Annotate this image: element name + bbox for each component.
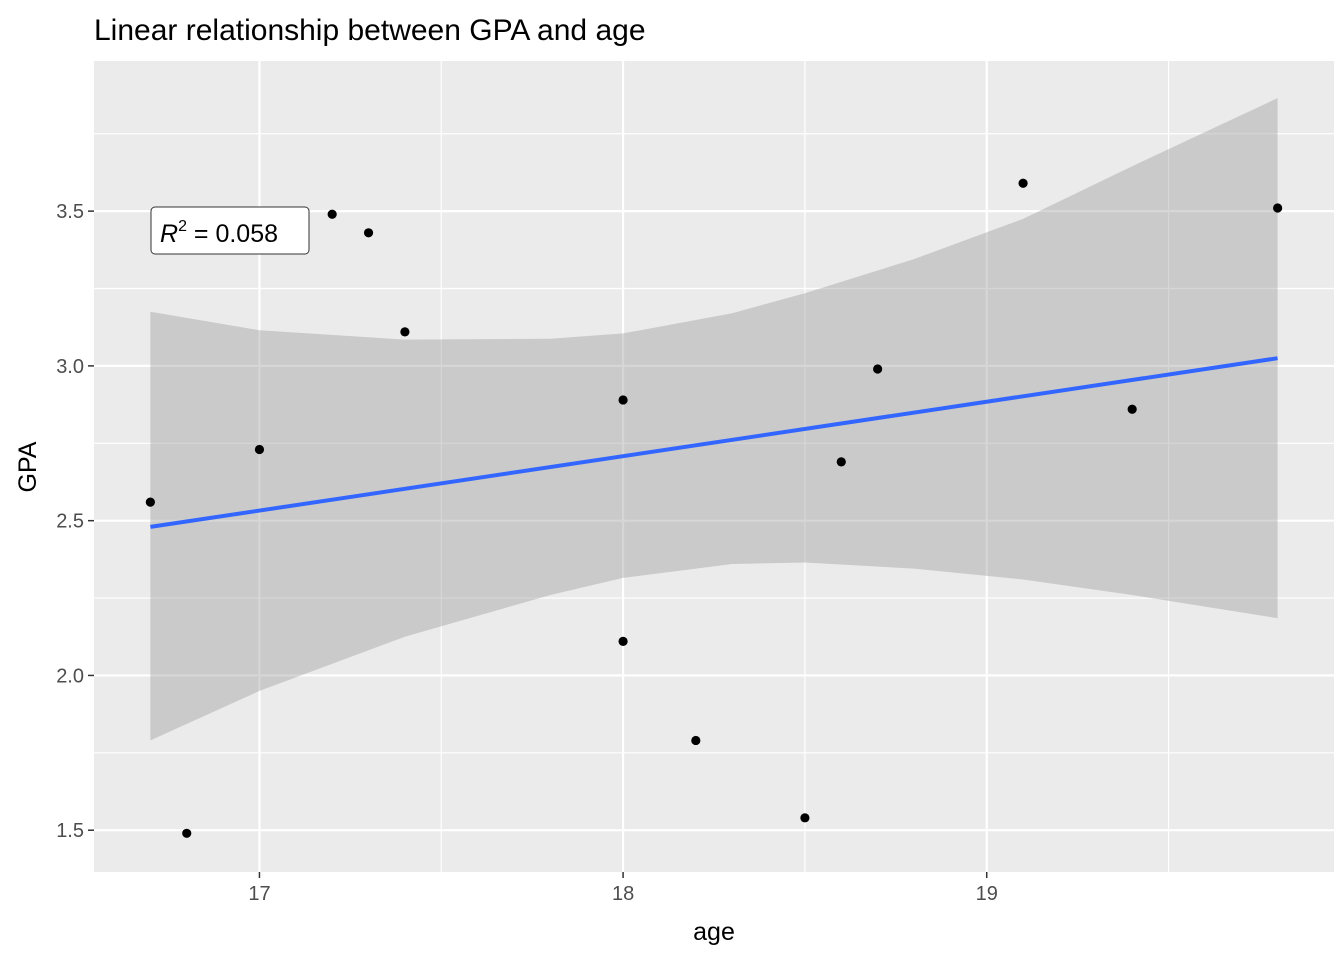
r-squared-value: = 0.058 (187, 220, 278, 248)
data-point (363, 228, 374, 238)
data-point (618, 395, 628, 405)
data-point (691, 735, 701, 746)
y-tick-label: 3.5 (56, 201, 84, 223)
data-point (1018, 178, 1028, 188)
data-point (1127, 404, 1137, 414)
r-squared-symbol: R (160, 220, 178, 248)
data-point (836, 457, 846, 467)
data-point (254, 444, 265, 455)
plot-panel (94, 61, 1334, 872)
data-points (145, 178, 1283, 838)
x-axis-title: age (693, 918, 735, 946)
data-point (618, 636, 628, 646)
x-tick-label: 18 (612, 883, 634, 905)
confidence-band (150, 98, 1278, 741)
y-tick-label: 2.5 (56, 511, 84, 533)
data-point (800, 813, 810, 823)
r-squared-box (150, 206, 310, 255)
data-point (145, 497, 155, 507)
y-tick-label: 3.0 (56, 356, 84, 378)
x-tick-label: 17 (248, 883, 270, 905)
data-point (1273, 203, 1283, 213)
data-point (873, 364, 883, 374)
data-point (182, 828, 192, 838)
y-tick-label: 1.5 (56, 820, 84, 842)
r-squared-text: R2 = 0.058 (160, 218, 278, 248)
x-tick-label: 19 (976, 883, 998, 905)
data-point (400, 327, 410, 337)
y-axis-ticks: 1.5 2.0 2.5 3.0 3.5 (56, 201, 94, 842)
y-tick-label: 2.0 (56, 665, 84, 687)
r-squared-label: R2 = 0.058 (150, 206, 310, 255)
x-axis-ticks: 17 18 19 (248, 872, 998, 905)
chart-title: Linear relationship between GPA and age (94, 14, 646, 47)
y-axis-title: GPA (14, 441, 42, 492)
data-point (327, 209, 337, 219)
r-squared-superscript: 2 (178, 218, 187, 235)
regression-line (150, 356, 1278, 529)
